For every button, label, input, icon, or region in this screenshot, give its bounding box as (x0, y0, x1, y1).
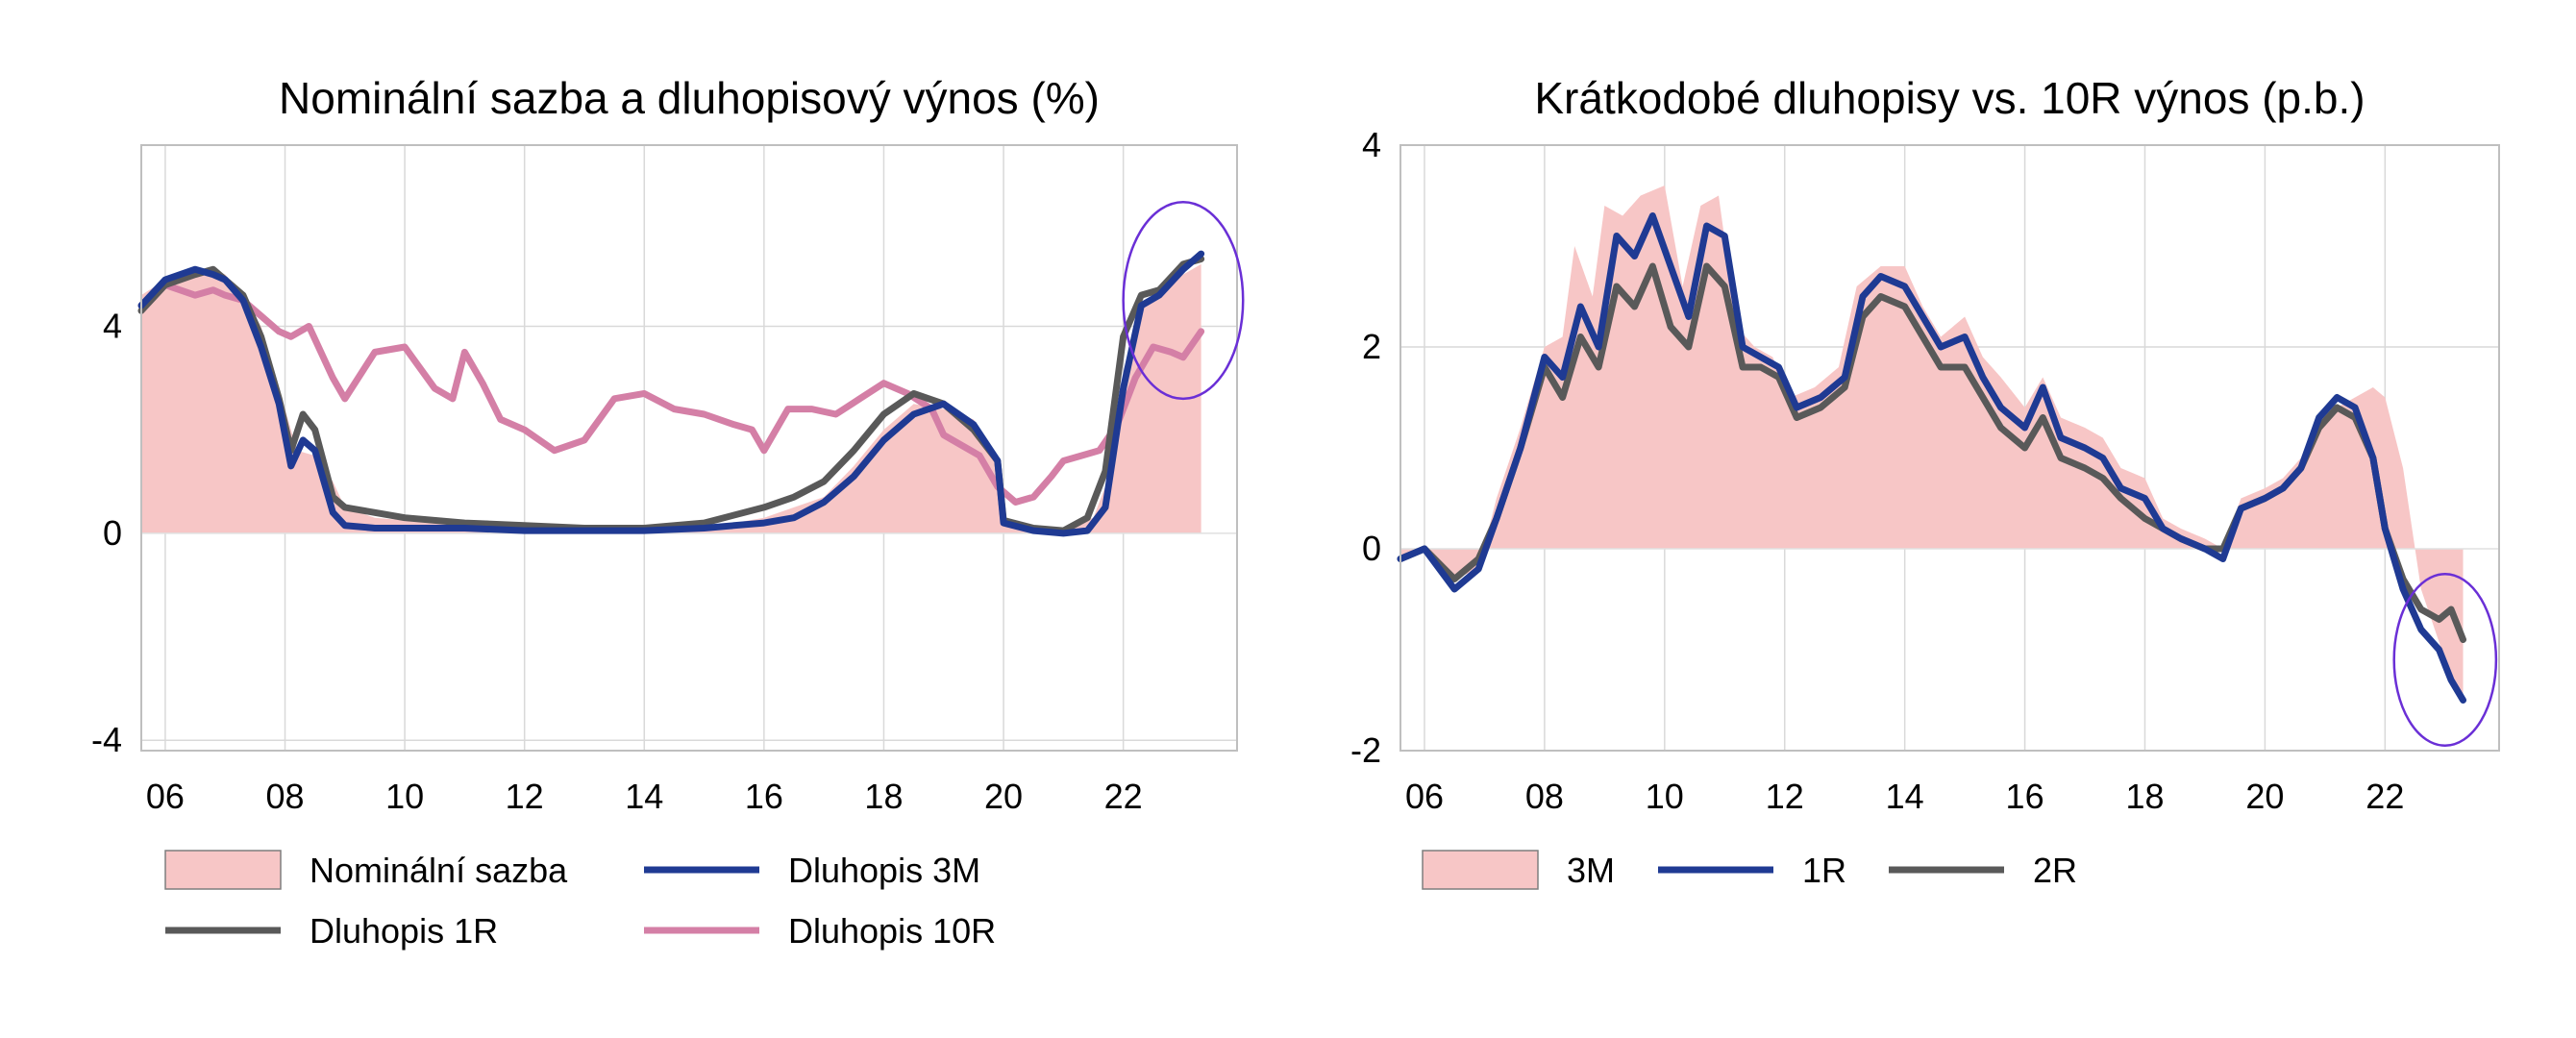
chart1-ytick-label: 4 (1362, 125, 1381, 164)
chart0-line-dluhopis-10r (137, 281, 1205, 507)
chart1-legend-label-2r: 2R (2033, 851, 2077, 890)
chart1-area-3m (1400, 185, 2464, 701)
chart0-ytick-label: 4 (103, 306, 122, 345)
chart1-legend-label-3m: 3M (1567, 851, 1615, 890)
chart1-xtick-label: 22 (2365, 777, 2404, 816)
chart0-legend-label-dluhopis-10r: Dluhopis 10R (788, 911, 996, 951)
chart1-legend-swatch-3m (1422, 850, 1539, 890)
chart0-xtick-label: 06 (146, 777, 185, 816)
chart1-xtick-label: 14 (1886, 777, 1924, 816)
chart1-xtick-label: 06 (1405, 777, 1444, 816)
chart0-xtick-label: 16 (745, 777, 783, 816)
chart0-area-nominalni-sazba (141, 263, 1201, 533)
chart1-xtick-label: 16 (2006, 777, 2044, 816)
chart1-ytick-label: -2 (1350, 730, 1381, 770)
chart0-highlight-ellipse (1122, 200, 1245, 401)
chart1-legend-label-1r: 1R (1802, 851, 1846, 890)
chart0-line-dluhopis-3m (137, 250, 1205, 537)
chart1-xtick-label: 20 (2245, 777, 2284, 816)
chart0-xtick-label: 20 (984, 777, 1023, 816)
chart1-xtick-label: 12 (1766, 777, 1804, 816)
chart0-legend-label-dluhopis-1r: Dluhopis 1R (310, 911, 498, 951)
chart1-ytick-label: 0 (1362, 529, 1381, 568)
chart0-xtick-label: 12 (506, 777, 544, 816)
chart1-xtick-label: 08 (1525, 777, 1564, 816)
chart0-legend-label-dluhopis-3m: Dluhopis 3M (788, 851, 980, 890)
chart1-plot-frame (1399, 144, 2500, 752)
chart0-xtick-label: 18 (864, 777, 903, 816)
chart1-xtick-label: 18 (2125, 777, 2164, 816)
chart0-plot-frame (140, 144, 1238, 752)
chart0-xtick-label: 08 (265, 777, 304, 816)
right-chart-panel: Krátkodobé dluhopisy vs. 10R výnos (p.b.… (1288, 0, 2576, 1038)
chart0-title: Nominální sazba a dluhopisový výnos (%) (279, 73, 1100, 123)
right-chart: Krátkodobé dluhopisy vs. 10R výnos (p.b.… (1350, 73, 2500, 890)
chart1-title: Krátkodobé dluhopisy vs. 10R výnos (p.b.… (1534, 73, 2365, 123)
chart1-line-1r (1397, 212, 2467, 704)
chart0-ytick-label: 0 (103, 513, 122, 553)
chart0-ytick-label: -4 (91, 720, 122, 759)
left-chart-panel: Nominální sazba a dluhopisový výnos (%) 4… (91, 73, 1245, 951)
chart0-xtick-label: 22 (1104, 777, 1143, 816)
chart0-xtick-label: 10 (385, 777, 424, 816)
chart0-legend-swatch-nominalni-sazba (164, 850, 282, 890)
chart0-xtick-label: 14 (625, 777, 663, 816)
chart0-legend-label-nominalni-sazba: Nominální sazba (310, 851, 568, 890)
left-chart: Nominální sazba a dluhopisový výnos (%) 4… (91, 73, 1245, 951)
chart1-xtick-label: 10 (1646, 777, 1684, 816)
chart1-ytick-label: 2 (1362, 327, 1381, 366)
chart1-highlight-ellipse (2392, 573, 2498, 747)
